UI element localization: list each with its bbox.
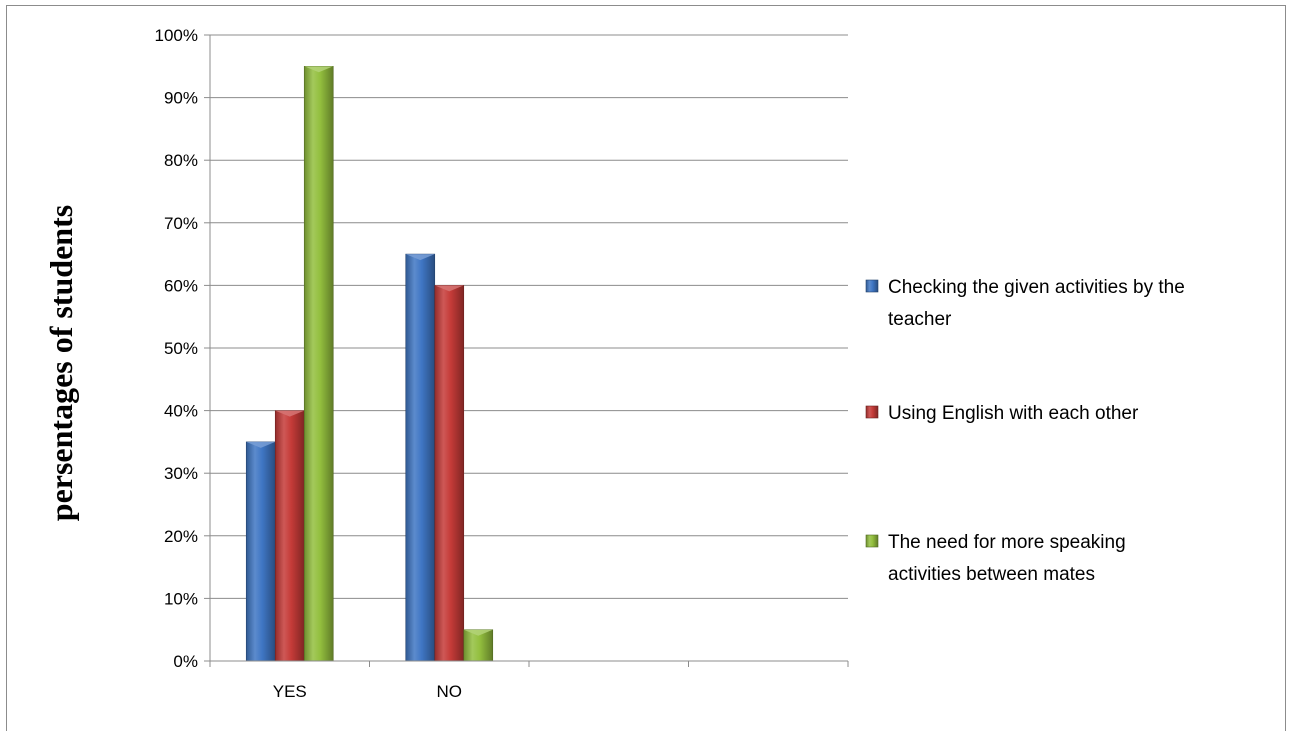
bar <box>274 410 305 662</box>
y-tick-label: 30% <box>164 464 198 483</box>
legend-label: activities between mates <box>888 564 1095 585</box>
legend-label: The need for more speaking <box>888 532 1126 553</box>
legend-swatch <box>865 279 879 293</box>
x-tick-label: NO <box>437 682 463 701</box>
bar <box>405 253 436 662</box>
x-tick-label: YES <box>273 682 307 701</box>
legend-label: Checking the given activities by the <box>888 277 1185 298</box>
bar-top <box>463 629 493 636</box>
y-tick-labels: 0% 10% 20% 30% 40% 50% 60% 70% 80% 90% 100% <box>155 26 198 671</box>
legend-swatch <box>865 534 879 548</box>
bar <box>434 285 465 662</box>
y-tick-label: 70% <box>164 214 198 233</box>
bar-top <box>304 66 334 73</box>
bar-top <box>246 441 276 448</box>
bar <box>245 441 276 662</box>
legend-swatch <box>865 405 879 419</box>
y-tick-label: 50% <box>164 339 198 358</box>
bar <box>303 66 334 662</box>
bar-top <box>405 254 435 261</box>
y-tick-label: 80% <box>164 151 198 170</box>
bars <box>245 66 494 662</box>
y-tick-label: 90% <box>164 89 198 108</box>
y-tick-label: 10% <box>164 589 198 608</box>
legend-label: teacher <box>888 309 952 330</box>
x-tick-labels: YES NO <box>273 682 462 701</box>
y-axis-label: persentages of students <box>43 205 79 521</box>
y-tick-label: 40% <box>164 402 198 421</box>
legend-label: Using English with each other <box>888 403 1139 424</box>
bar-top <box>434 285 464 292</box>
y-tick-label: 60% <box>164 276 198 295</box>
y-tick-label: 0% <box>173 652 198 671</box>
chart-frame <box>6 5 1286 731</box>
legend: Checking the given activities by the teac… <box>865 277 1185 585</box>
bar-top <box>275 410 305 417</box>
y-tick-label: 20% <box>164 527 198 546</box>
y-tick-label: 100% <box>155 26 198 45</box>
axes <box>204 34 849 667</box>
